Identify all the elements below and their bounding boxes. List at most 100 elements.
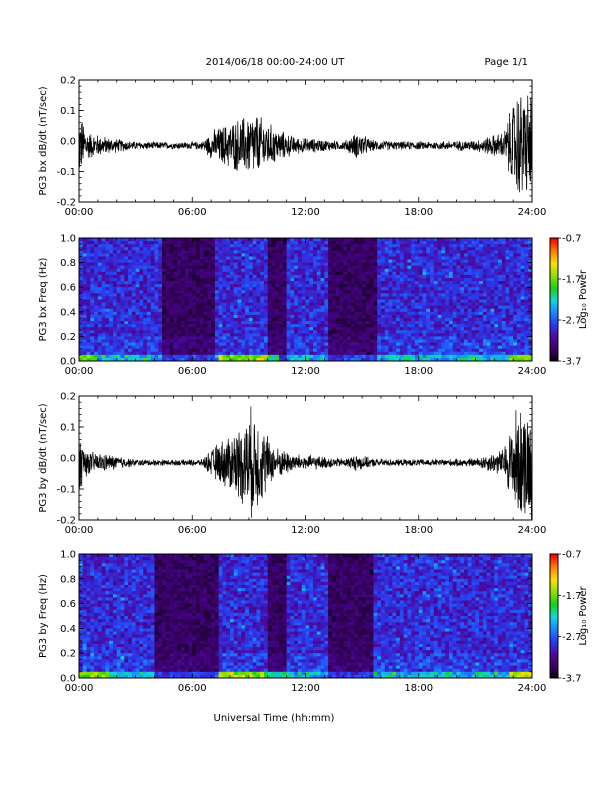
- spectrogram-cell: [437, 290, 442, 294]
- spectrogram-cell: [456, 265, 461, 270]
- spectrogram-cell: [520, 348, 525, 353]
- spectrogram-cell: [233, 305, 238, 310]
- spectrogram-cell: [97, 321, 103, 325]
- spectrogram-cell: [486, 259, 491, 263]
- spectrogram-cell: [471, 274, 476, 279]
- spectrogram-cell: [192, 277, 197, 282]
- spectrogram-cell: [520, 253, 525, 257]
- spectrogram-cell: [362, 281, 367, 285]
- spectrogram-cell: [120, 348, 125, 353]
- spectrogram-cell: [448, 293, 454, 297]
- spectrogram-cell: [222, 351, 227, 356]
- spectrogram-cell: [445, 299, 450, 303]
- spectrogram-cell: [199, 296, 204, 300]
- spectrogram-cell: [260, 330, 265, 334]
- colorbar-tick-label: -1.7: [562, 275, 582, 286]
- spectrogram-cell: [105, 336, 110, 340]
- spectrogram-cell: [528, 241, 533, 245]
- spectrogram-cell: [388, 238, 393, 242]
- spectrogram-cell: [90, 287, 95, 291]
- spectrogram-cell: [290, 296, 295, 300]
- spectrogram-cell: [248, 311, 254, 316]
- spectrogram-cell: [109, 265, 114, 270]
- spectrogram-cell: [165, 311, 170, 316]
- spectrogram-cell: [482, 287, 488, 291]
- spectrogram-cell: [384, 333, 389, 337]
- spectrogram-cell: [524, 330, 529, 334]
- spectrogram-cell: [411, 250, 416, 254]
- spectrogram-cell: [135, 256, 140, 260]
- spectrogram-cell: [128, 314, 133, 319]
- spectrogram-cell: [211, 256, 216, 260]
- spectrogram-cell: [158, 293, 163, 297]
- spectrogram-cell: [86, 277, 91, 282]
- spectrogram-cell: [256, 305, 261, 310]
- spectrogram-cell: [124, 299, 129, 303]
- spectrogram-cell: [339, 296, 344, 300]
- spectrogram-cell: [222, 317, 227, 322]
- spectrogram-cell: [256, 357, 261, 362]
- spectrogram-cell: [305, 256, 310, 260]
- spectrogram-cell: [169, 348, 174, 353]
- spectrogram-cell: [180, 241, 186, 245]
- spectrogram-cell: [479, 336, 484, 340]
- spectrogram-cell: [301, 299, 306, 303]
- spectrogram-cell: [279, 284, 284, 288]
- spectrogram-cell: [524, 238, 529, 242]
- spectrogram-cell: [146, 281, 152, 285]
- spectrogram-cell: [399, 259, 405, 263]
- spectrogram-cell: [418, 330, 423, 334]
- spectrogram-cell: [437, 354, 442, 359]
- spectrogram-cell: [358, 305, 363, 310]
- spectrogram-cell: [97, 259, 103, 263]
- spectrogram-cell: [82, 345, 87, 350]
- spectrogram-cell: [165, 247, 170, 251]
- spectrogram-cell: [203, 305, 208, 310]
- spectrogram-cell: [350, 247, 355, 251]
- spectrogram-cell: [237, 256, 242, 260]
- spectrogram-cell: [211, 284, 216, 288]
- spectrogram-cell: [505, 287, 510, 291]
- spectrogram-cell: [392, 354, 397, 359]
- spectrogram-cell: [456, 244, 461, 248]
- spectrogram-cell: [260, 308, 265, 313]
- spectrogram-cell: [460, 342, 465, 347]
- spectrogram-cell: [524, 259, 529, 263]
- spectrogram-cell: [203, 336, 208, 340]
- spectrogram-cell: [490, 250, 495, 254]
- spectrogram-cell: [377, 281, 382, 285]
- spectrogram-cell: [177, 274, 182, 279]
- spectrogram-cell: [377, 277, 382, 282]
- spectrogram-cell: [516, 348, 522, 353]
- spectrogram-cell: [120, 345, 125, 350]
- spectrogram-cell: [263, 333, 269, 337]
- spectrogram-cell: [437, 345, 442, 350]
- spectrogram-cell: [384, 296, 389, 300]
- spectrogram-cell: [120, 238, 125, 242]
- spectrogram-cell: [196, 284, 201, 288]
- spectrogram-cell: [82, 262, 87, 267]
- spectrogram-cell: [486, 256, 491, 260]
- spectrogram-cell: [196, 244, 201, 248]
- spectrogram-cell: [377, 259, 382, 263]
- spectrogram-cell: [456, 241, 461, 245]
- spectrogram-cell: [418, 342, 423, 347]
- spectrogram-cell: [339, 265, 344, 270]
- spectrogram-cell: [267, 287, 272, 291]
- spectrogram-cell: [230, 274, 235, 279]
- spectrogram-cell: [479, 317, 484, 322]
- spectrogram-cell: [271, 351, 276, 356]
- spectrogram-cell: [211, 342, 216, 347]
- spectrogram-cell: [411, 238, 416, 242]
- spectrogram-cell: [343, 277, 348, 282]
- spectrogram-cell: [528, 339, 533, 343]
- spectrogram-cell: [135, 241, 140, 245]
- spectrogram-cell: [165, 287, 170, 291]
- spectrogram-cell: [173, 308, 178, 313]
- spectrogram-cell: [116, 305, 121, 310]
- spectrogram-cell: [422, 345, 427, 350]
- spectrogram-cell: [131, 345, 137, 350]
- spectrogram-cell: [301, 287, 306, 291]
- spectrogram-cell: [414, 241, 420, 245]
- spectrogram-cell: [445, 336, 450, 340]
